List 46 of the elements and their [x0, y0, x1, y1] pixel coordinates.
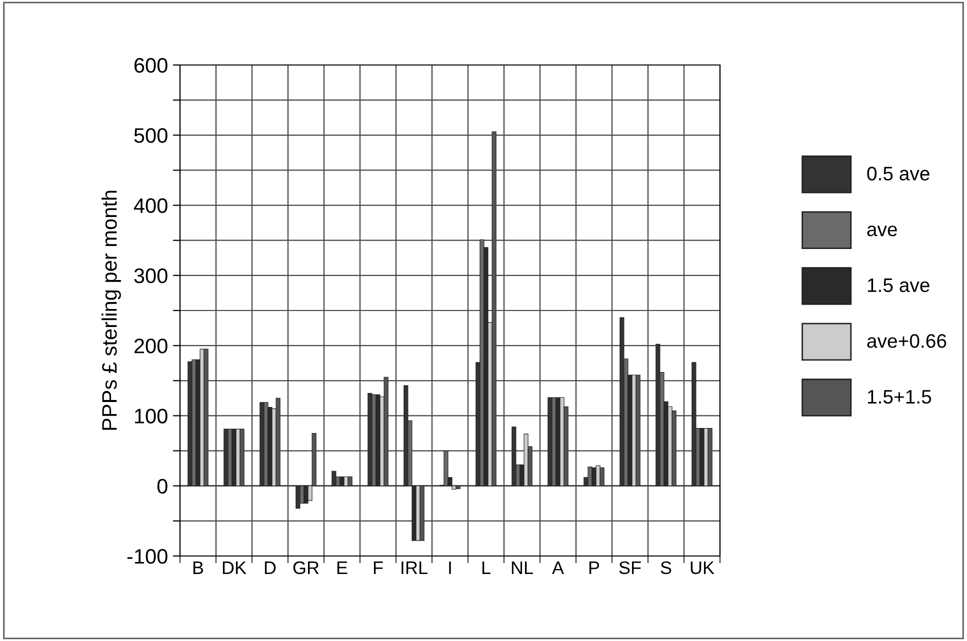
x-tick-label: F — [374, 562, 383, 574]
bar — [240, 428, 244, 486]
x-tick-label: A — [552, 562, 564, 574]
bar — [672, 410, 676, 486]
bar — [304, 486, 308, 504]
bar — [492, 131, 496, 486]
bar — [708, 428, 712, 486]
x-tick-label: UK — [690, 562, 714, 574]
x-tick-label: D — [264, 562, 276, 574]
bar — [600, 467, 604, 486]
y-tick-label: 100 — [135, 408, 168, 424]
y-tick-label: 0 — [157, 478, 168, 494]
y-tick-label: 500 — [134, 128, 168, 143]
y-tick-label: -100 — [127, 549, 168, 564]
bar — [456, 486, 460, 489]
x-tick-label: GR — [293, 561, 319, 574]
legend-label: 1.5 ave — [868, 278, 930, 292]
legend-label: ave — [867, 226, 897, 236]
x-tick-label: S — [660, 561, 672, 574]
x-tick-label: NL — [512, 562, 533, 574]
x-tick-label: E — [337, 562, 348, 574]
bar — [560, 397, 564, 486]
y-axis-title: PPPs £ sterling per month — [102, 190, 121, 430]
x-tick-label: SF — [619, 561, 641, 574]
x-tick-label: DK — [222, 562, 246, 574]
bar — [420, 486, 424, 541]
bar — [276, 398, 280, 486]
x-tick-label: IRL — [402, 562, 428, 574]
bar — [524, 434, 528, 486]
x-tick-label: I — [449, 562, 451, 574]
y-tick-label: 300 — [134, 268, 168, 284]
y-tick-label: 400 — [134, 198, 168, 214]
bar — [444, 450, 448, 486]
x-tick-label: L — [482, 562, 490, 574]
legend-label: ave+0.66 — [867, 334, 946, 348]
bar — [204, 348, 208, 486]
x-tick-label: B — [193, 562, 204, 574]
bar — [348, 476, 352, 486]
x-tick-label: P — [589, 562, 600, 574]
bar — [596, 465, 600, 486]
y-tick-label: 200 — [134, 338, 168, 354]
legend-label: 0.5 ave — [867, 166, 930, 180]
legend-label: 1.5+1.5 — [868, 390, 932, 404]
y-tick-label: 600 — [134, 58, 168, 73]
bar — [384, 376, 388, 486]
bar — [636, 374, 640, 486]
